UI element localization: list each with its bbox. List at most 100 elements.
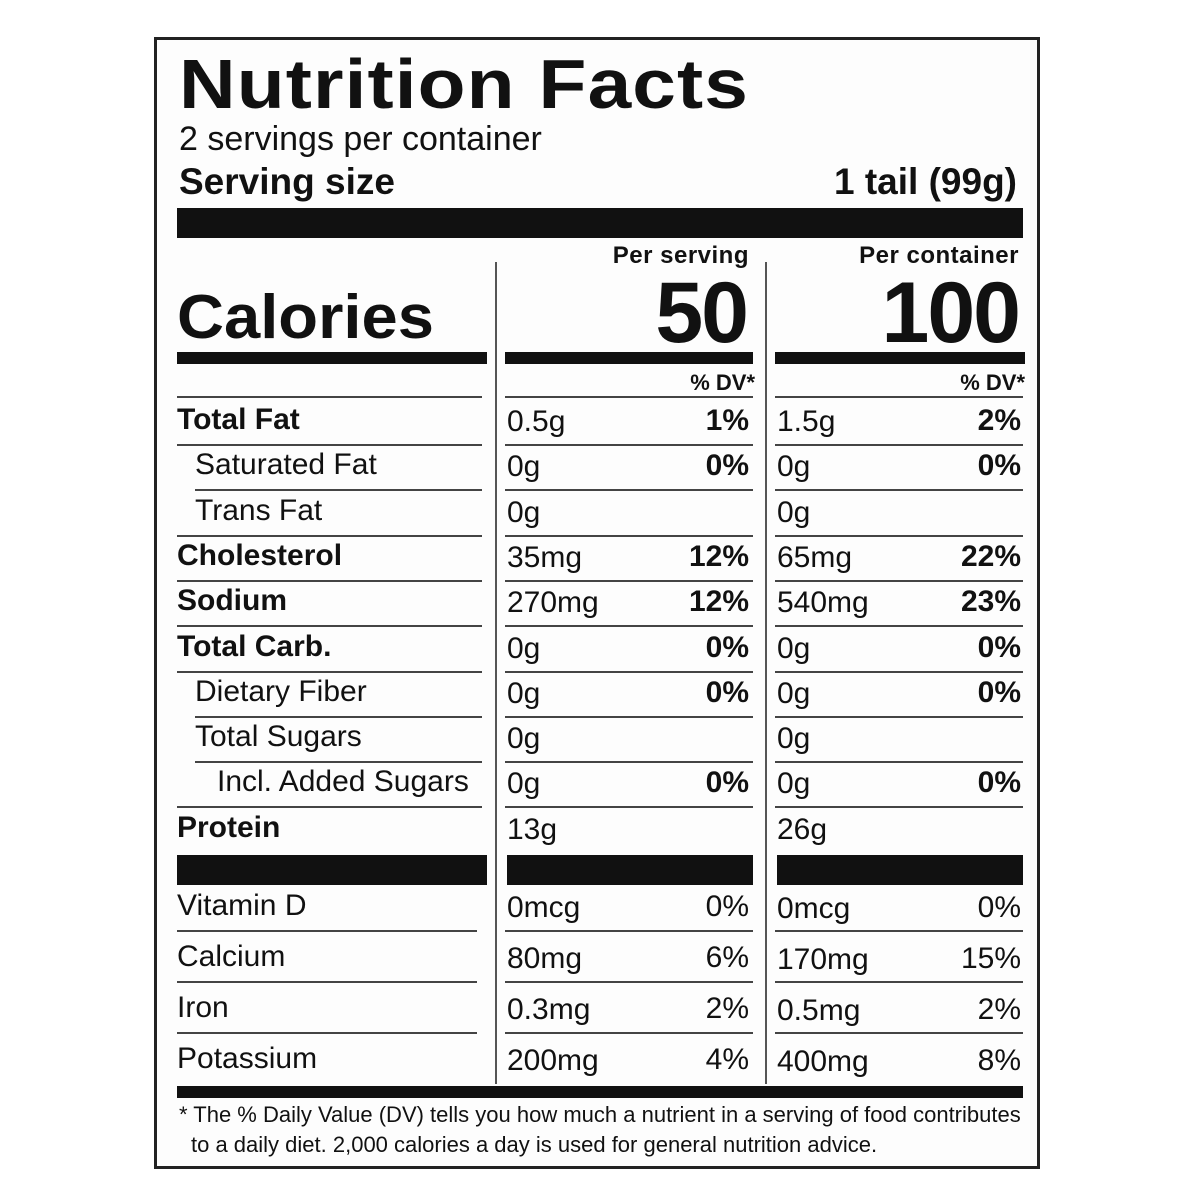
vitamin-divider-name: [177, 855, 487, 885]
nutrient-amount-container: 65mg: [777, 540, 853, 574]
nutrient-amount-serving: 0g: [507, 495, 541, 529]
nutrient-row-divider: [195, 715, 482, 718]
nutrient-dv-serving: 1%: [705, 404, 749, 437]
nutrient-name: Total Sugars: [195, 720, 362, 754]
nutrient-row-divider: [775, 806, 1023, 809]
bottom-divider: [177, 1086, 1023, 1098]
dv-header-divider: [505, 396, 753, 398]
nutrient-dv-serving: 12%: [688, 539, 749, 573]
calories-per-serving: 50: [655, 265, 749, 361]
nutrient-dv-container: 22%: [960, 539, 1021, 573]
nutrient-dv-container: 0%: [977, 766, 1021, 800]
vitamin-row-divider: [775, 930, 1023, 932]
vitamin-name: Vitamin D: [177, 889, 307, 922]
nutrient-row-divider: [505, 579, 753, 582]
calories-divider-name: [177, 352, 487, 364]
vitamin-divider-serving: [507, 855, 753, 885]
vitamin-row-divider: [177, 981, 477, 983]
nutrient-amount-serving: 13g: [507, 812, 558, 846]
serving-size-label: Serving size: [179, 161, 395, 202]
nutrient-row-divider: [505, 625, 753, 628]
nutrient-row-divider: [505, 444, 753, 446]
dv-header-container: % DV*: [960, 370, 1025, 395]
per-container-header: Per container: [859, 242, 1019, 269]
nutrient-row-divider: [177, 444, 482, 446]
nutrient-name: Protein: [177, 810, 281, 844]
dv-header-divider: [177, 396, 482, 398]
vitamin-amount-container: 0.5mg: [777, 994, 861, 1027]
vitamin-amount-serving: 200mg: [507, 1044, 599, 1077]
nutrient-dv-container: 0%: [977, 675, 1021, 709]
nutrient-row-divider: [775, 761, 1023, 764]
vitamin-dv-serving: 6%: [705, 941, 749, 974]
nutrient-name: Cholesterol: [177, 538, 343, 572]
servings-per-container: 2 servings per container: [179, 120, 542, 158]
nutrient-row-divider: [177, 806, 482, 809]
nutrient-amount-container: 0g: [777, 767, 811, 801]
calories-label: Calories: [177, 283, 434, 352]
nutrient-dv-container: 0%: [977, 449, 1021, 483]
nutrient-amount-container: 1.5g: [777, 405, 836, 438]
vitamin-amount-serving: 0mcg: [507, 891, 581, 924]
dv-header-serving: % DV*: [690, 370, 755, 395]
serving-size-value: 1 tail (99g): [834, 161, 1017, 202]
nutrient-name: Incl. Added Sugars: [217, 765, 469, 799]
nutrient-row-divider: [775, 444, 1023, 446]
nutrient-row-divider: [775, 489, 1023, 492]
vitamin-dv-container: 2%: [977, 993, 1021, 1026]
vitamin-dv-serving: 0%: [705, 890, 749, 923]
vitamin-amount-container: 170mg: [777, 943, 869, 976]
nutrient-row-divider: [775, 534, 1023, 537]
nutrient-amount-serving: 0g: [507, 767, 541, 801]
nutrient-row-divider: [177, 534, 482, 537]
nutrient-row-divider: [775, 579, 1023, 582]
nutrient-row-divider: [505, 489, 753, 492]
vitamin-row-divider: [505, 1032, 753, 1034]
nutrient-row-divider: [195, 761, 482, 764]
nutrient-name: Sodium: [177, 584, 287, 618]
nutrient-row-divider: [505, 670, 753, 673]
nutrient-dv-serving: 12%: [688, 585, 749, 619]
nutrient-amount-serving: 0.5g: [507, 405, 566, 438]
nutrient-amount-container: 0g: [777, 450, 811, 484]
nutrient-row-divider: [505, 806, 753, 809]
vitamin-row-divider: [177, 930, 477, 932]
nutrient-amount-container: 26g: [777, 812, 828, 846]
nutrient-row-divider: [195, 489, 482, 492]
nutrient-dv-serving: 0%: [705, 630, 749, 664]
vitamin-amount-container: 0mcg: [777, 892, 851, 925]
vitamin-name: Potassium: [177, 1042, 318, 1075]
nutrient-amount-container: 0g: [777, 722, 811, 756]
nutrient-amount-serving: 0g: [507, 450, 541, 484]
vitamin-row-divider: [177, 1032, 477, 1034]
nutrient-amount-serving: 270mg: [507, 586, 599, 620]
nutrient-dv-serving: 0%: [705, 766, 749, 800]
footnote-line-2: to a daily diet. 2,000 calories a day is…: [191, 1132, 878, 1157]
nutrient-amount-serving: 0g: [507, 631, 541, 665]
vitamin-dv-container: 15%: [960, 942, 1021, 975]
vitamin-dv-container: 0%: [977, 891, 1021, 924]
nutrient-row-divider: [775, 670, 1023, 673]
nutrient-dv-serving: 0%: [705, 449, 749, 483]
nutrient-name: Total Fat: [177, 403, 300, 436]
per-serving-header: Per serving: [612, 242, 749, 269]
vitamin-row-divider: [775, 981, 1023, 983]
nutrient-row-divider: [775, 625, 1023, 628]
vitamin-dv-serving: 4%: [705, 1043, 749, 1076]
nutrient-amount-container: 540mg: [777, 586, 869, 620]
nutrient-dv-container: 2%: [977, 404, 1021, 437]
nutrient-amount-container: 0g: [777, 631, 811, 665]
nutrient-row-divider: [505, 715, 753, 718]
vitamin-amount-serving: 0.3mg: [507, 993, 591, 1026]
nutrient-row-divider: [775, 715, 1023, 718]
vitamin-amount-serving: 80mg: [507, 942, 583, 975]
vitamin-amount-container: 400mg: [777, 1045, 869, 1078]
dv-header-divider: [775, 396, 1023, 398]
nutrient-amount-serving: 35mg: [507, 540, 583, 574]
calories-divider-serving: [505, 352, 753, 364]
nutrient-row-divider: [177, 625, 482, 628]
nutrient-name: Dietary Fiber: [195, 674, 367, 708]
nutrient-amount-container: 0g: [777, 495, 811, 529]
label-title: Nutrition Facts: [179, 45, 749, 123]
calories-divider-container: [775, 352, 1025, 364]
